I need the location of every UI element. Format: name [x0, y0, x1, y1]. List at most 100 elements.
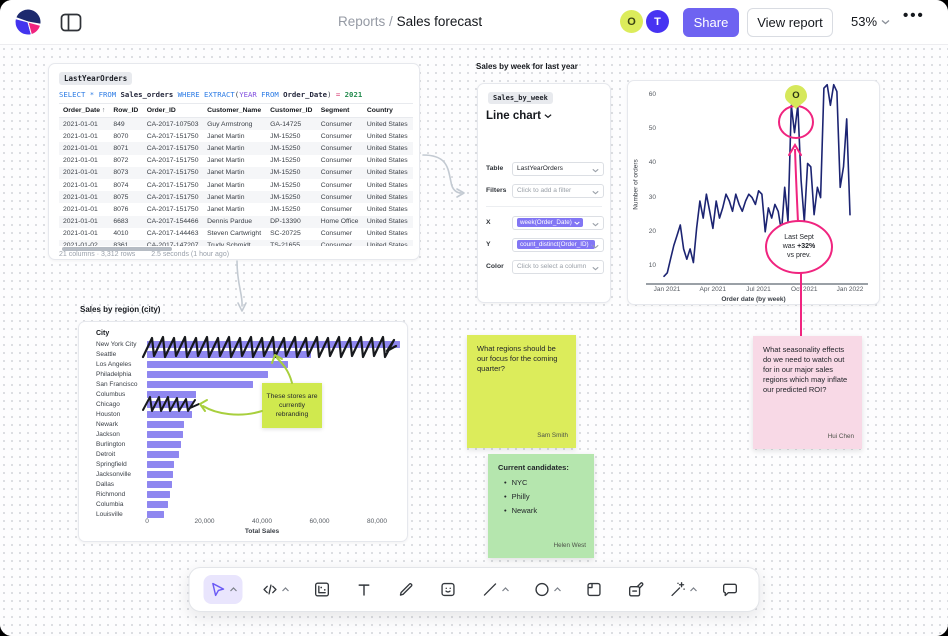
bar-row: Columbia — [79, 499, 407, 509]
bar[interactable] — [147, 410, 192, 418]
table-select[interactable]: LastYearOrders — [512, 162, 604, 176]
x-axis-pill[interactable]: week(Order_Date) — [517, 218, 583, 228]
column-header[interactable]: Customer_Name — [203, 103, 267, 118]
magic-wand-tool-button[interactable] — [664, 575, 703, 604]
code-icon — [263, 584, 277, 595]
bar[interactable] — [147, 470, 174, 478]
line-tool-button[interactable] — [476, 575, 515, 604]
bar-chart-column-header: City — [96, 330, 110, 337]
bar[interactable] — [147, 420, 185, 428]
y-tick-label: 30 — [648, 193, 656, 201]
chart-cell-name-badge[interactable]: Sales_by_week — [488, 92, 553, 104]
y-axis-pill-label: count_distinct(Order_ID) — [520, 241, 589, 249]
y-axis-pill[interactable]: count_distinct(Order_ID) — [517, 240, 595, 250]
bar-category-label: Houston — [96, 410, 121, 418]
column-header[interactable]: Segment — [316, 103, 363, 118]
avatar-t[interactable]: T — [646, 10, 669, 33]
zoom-level-dropdown[interactable]: 53% — [851, 14, 890, 29]
bar[interactable] — [147, 430, 184, 438]
text-icon — [358, 584, 370, 596]
frame-tool-button[interactable] — [580, 575, 609, 604]
bar[interactable] — [147, 360, 288, 368]
sidebar-toggle-icon[interactable] — [60, 13, 82, 32]
sql-table: Order_Date ↑ Row_ID Order_ID Customer_Name C… — [59, 103, 413, 246]
bar[interactable] — [147, 390, 196, 398]
sql-cell-name-badge[interactable]: LastYearOrders — [59, 72, 133, 85]
bar[interactable] — [147, 350, 311, 358]
color-select[interactable]: Click to select a column — [512, 260, 604, 274]
line-chart-cell[interactable]: Number of orders 60 50 40 30 20 10 Jan 2021 Ap… — [627, 80, 880, 305]
bar-row: Louisville — [79, 509, 407, 519]
page-title: Sales forecast — [396, 14, 483, 29]
chart-config-cell[interactable]: Sales_by_week Line chart Table LastYearO… — [477, 83, 611, 303]
bar[interactable] — [147, 380, 254, 388]
select-tool-button[interactable] — [203, 575, 243, 604]
bar[interactable] — [147, 440, 182, 448]
bar[interactable] — [147, 500, 168, 508]
canvas[interactable]: LastYearOrders SELECT * FROM Sales_order… — [0, 45, 948, 636]
column-header[interactable]: Order_Date ↑ — [59, 103, 110, 118]
shape-tool-button[interactable] — [528, 575, 567, 604]
bar[interactable] — [147, 490, 170, 498]
field-label-y: Y — [486, 241, 491, 248]
sql-query[interactable]: SELECT * FROM Sales_orders WHERE EXTRACT… — [59, 90, 363, 99]
color-placeholder: Click to select a column — [517, 263, 587, 271]
bullet-item: Philly — [504, 492, 584, 502]
app-logo-icon[interactable] — [14, 8, 42, 36]
code-tool-button[interactable] — [256, 575, 295, 604]
chevron-down-icon — [881, 19, 890, 24]
sticky-text: What regions should be our focus for the… — [477, 344, 558, 373]
comment-tool-button[interactable] — [716, 575, 745, 604]
text-tool-button[interactable] — [350, 575, 379, 604]
sticky-note-pink[interactable]: What seasonality effects do we need to w… — [753, 336, 862, 449]
view-report-button[interactable]: View report — [747, 8, 833, 37]
collaborator-pin-label: O — [792, 90, 800, 101]
chart-type-dropdown[interactable]: Line chart — [486, 110, 610, 122]
y-tick-label: 40 — [648, 159, 656, 167]
bar[interactable] — [147, 460, 174, 468]
x-axis-select[interactable]: week(Order_Date) — [512, 216, 604, 230]
rebranding-note[interactable]: These stores are currently rebranding — [262, 383, 322, 428]
field-label-filters: Filters — [486, 187, 507, 194]
more-menu-button[interactable]: ••• — [903, 7, 925, 24]
bar[interactable] — [147, 370, 268, 378]
sticky-note-yellow[interactable]: What regions should be our focus for the… — [467, 335, 576, 448]
y-axis-select[interactable]: count_distinct(Order_ID) — [512, 238, 604, 252]
bar[interactable] — [147, 340, 400, 348]
stamp-tool-button[interactable] — [622, 575, 651, 604]
bar[interactable] — [147, 450, 180, 458]
divider — [486, 206, 602, 207]
chevron-down-icon — [544, 114, 552, 119]
sticky-note-tool-button[interactable] — [434, 575, 463, 604]
avatar-o[interactable]: O — [620, 10, 643, 33]
column-header[interactable]: Order_ID — [142, 103, 204, 118]
sql-cell[interactable]: LastYearOrders SELECT * FROM Sales_order… — [48, 63, 420, 260]
y-tick-label: 50 — [648, 125, 656, 133]
topbar: Reports / Sales forecast O T Share View … — [0, 0, 948, 45]
bar-chart-xlabel: Total Sales — [244, 528, 280, 535]
bar-chart-cell[interactable]: City New York City Seattle Los Angeles Phil… — [78, 321, 408, 542]
chart-tool-button[interactable] — [308, 575, 337, 604]
x-tick-label: Jul 2021 — [746, 286, 771, 293]
sticky-note-green[interactable]: Current candidates: NYC Philly Newark He… — [488, 454, 594, 558]
column-header[interactable]: Row_ID — [109, 103, 143, 118]
bar[interactable] — [147, 510, 164, 518]
sticky-heading: Current candidates: — [498, 463, 569, 472]
field-label-x: X — [486, 219, 491, 226]
column-header[interactable]: Customer_ID — [266, 103, 317, 118]
bar-category-label: Columbia — [96, 500, 124, 508]
share-button[interactable]: Share — [683, 8, 739, 37]
table-hscrollbar[interactable] — [62, 247, 172, 251]
draw-tool-button[interactable] — [392, 575, 421, 604]
zoom-level-value: 53% — [851, 14, 878, 29]
frame-icon — [587, 582, 601, 597]
stamp-icon — [628, 582, 644, 597]
callout-line2: was — [782, 243, 798, 250]
line-series-svg — [663, 83, 851, 278]
filters-select[interactable]: Click to add a filter — [512, 184, 604, 198]
breadcrumb-section[interactable]: Reports — [338, 14, 386, 29]
bar[interactable] — [147, 400, 193, 408]
bar[interactable] — [147, 480, 172, 488]
column-header[interactable]: Country — [362, 103, 413, 118]
x-tick-label: Apr 2021 — [699, 286, 726, 293]
